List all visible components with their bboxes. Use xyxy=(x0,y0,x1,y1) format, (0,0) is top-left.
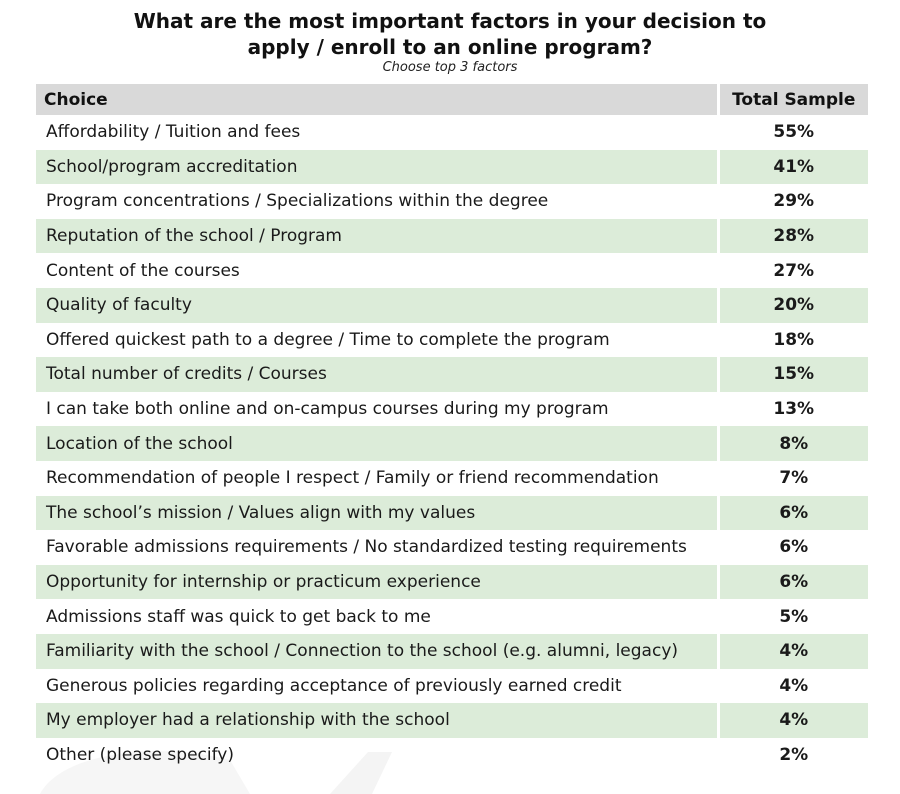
total-sample-cell: 27% xyxy=(716,253,868,288)
total-sample-cell: 13% xyxy=(716,391,868,427)
table-row: Admissions staff was quick to get back t… xyxy=(36,599,868,634)
table-header-row: Choice Total Sample xyxy=(36,84,868,115)
table-row: Favorable admissions requirements / No s… xyxy=(36,530,868,565)
total-sample-cell: 29% xyxy=(716,184,868,219)
choice-cell: Admissions staff was quick to get back t… xyxy=(46,606,431,627)
choice-cell: My employer had a relationship with the … xyxy=(36,703,718,738)
table-row: Affordability / Tuition and fees 55% xyxy=(36,115,868,150)
choice-cell: School/program accreditation xyxy=(36,149,718,185)
chart-subtitle: Choose top 3 factors xyxy=(382,60,518,75)
choice-cell: The school’s mission / Values align with… xyxy=(36,495,718,531)
choice-cell: Quality of faculty xyxy=(36,287,718,323)
choice-cell: Program concentrations / Specializations… xyxy=(46,191,549,212)
table-row: Reputation of the school / Program 28% xyxy=(36,218,868,254)
choice-cell: Content of the courses xyxy=(46,260,240,281)
table-row: The school’s mission / Values align with… xyxy=(36,495,868,531)
choice-cell: Location of the school xyxy=(36,426,718,461)
column-header-total-sample: Total Sample xyxy=(716,84,868,115)
table-row: Other (please specify) 2% xyxy=(36,737,868,773)
choice-cell: Favorable admissions requirements / No s… xyxy=(46,537,687,558)
choice-cell: Offered quickest path to a degree / Time… xyxy=(46,329,610,350)
choice-cell: Familiarity with the school / Connection… xyxy=(36,633,718,669)
column-header-choice: Choice xyxy=(36,84,718,115)
table-row: School/program accreditation 41% xyxy=(36,149,868,185)
table-row: Familiarity with the school / Connection… xyxy=(36,633,868,669)
table-row: My employer had a relationship with the … xyxy=(36,703,868,738)
choice-cell: Recommendation of people I respect / Fam… xyxy=(46,468,659,489)
choice-cell: Generous policies regarding acceptance o… xyxy=(46,675,622,696)
total-sample-cell: 5% xyxy=(716,599,868,634)
total-sample-cell: 4% xyxy=(716,668,868,704)
table-row: Location of the school 8% xyxy=(36,426,868,461)
total-sample-cell: 4% xyxy=(716,633,868,669)
chart-title-line-2: apply / enroll to an online program? xyxy=(247,35,653,59)
total-sample-cell: 6% xyxy=(716,564,868,600)
total-sample-cell: 7% xyxy=(716,460,868,496)
table-row: I can take both online and on-campus cou… xyxy=(36,391,868,427)
table-row: Content of the courses 27% xyxy=(36,253,868,288)
choice-cell: Opportunity for internship or practicum … xyxy=(36,564,718,600)
table-row: Offered quickest path to a degree / Time… xyxy=(36,322,868,358)
total-sample-cell: 15% xyxy=(716,357,868,392)
table-body: Affordability / Tuition and fees 55% Schoo… xyxy=(36,115,868,773)
total-sample-cell: 18% xyxy=(716,322,868,358)
total-sample-cell: 6% xyxy=(716,495,868,531)
table-row: Quality of faculty 20% xyxy=(36,287,868,323)
choice-cell: I can take both online and on-campus cou… xyxy=(46,399,609,420)
choice-cell: Other (please specify) xyxy=(46,744,234,765)
factors-table: Choice Total Sample Affordability / Tuit… xyxy=(36,84,868,773)
table-row: Program concentrations / Specializations… xyxy=(36,184,868,219)
choice-cell: Total number of credits / Courses xyxy=(36,357,718,392)
table-row: Opportunity for internship or practicum … xyxy=(36,564,868,600)
choice-cell: Affordability / Tuition and fees xyxy=(46,122,301,143)
total-sample-cell: 6% xyxy=(716,530,868,565)
total-sample-cell: 28% xyxy=(716,218,868,254)
chart-title-line-1: What are the most important factors in y… xyxy=(133,9,767,33)
total-sample-cell: 20% xyxy=(716,287,868,323)
total-sample-cell: 55% xyxy=(716,115,868,150)
total-sample-cell: 41% xyxy=(716,149,868,185)
total-sample-cell: 4% xyxy=(716,703,868,738)
total-sample-cell: 2% xyxy=(716,737,868,773)
choice-cell: Reputation of the school / Program xyxy=(36,218,718,254)
table-row: Generous policies regarding acceptance o… xyxy=(36,668,868,704)
total-sample-cell: 8% xyxy=(716,426,868,461)
table-row: Recommendation of people I respect / Fam… xyxy=(36,460,868,496)
table-row: Total number of credits / Courses 15% xyxy=(36,357,868,392)
